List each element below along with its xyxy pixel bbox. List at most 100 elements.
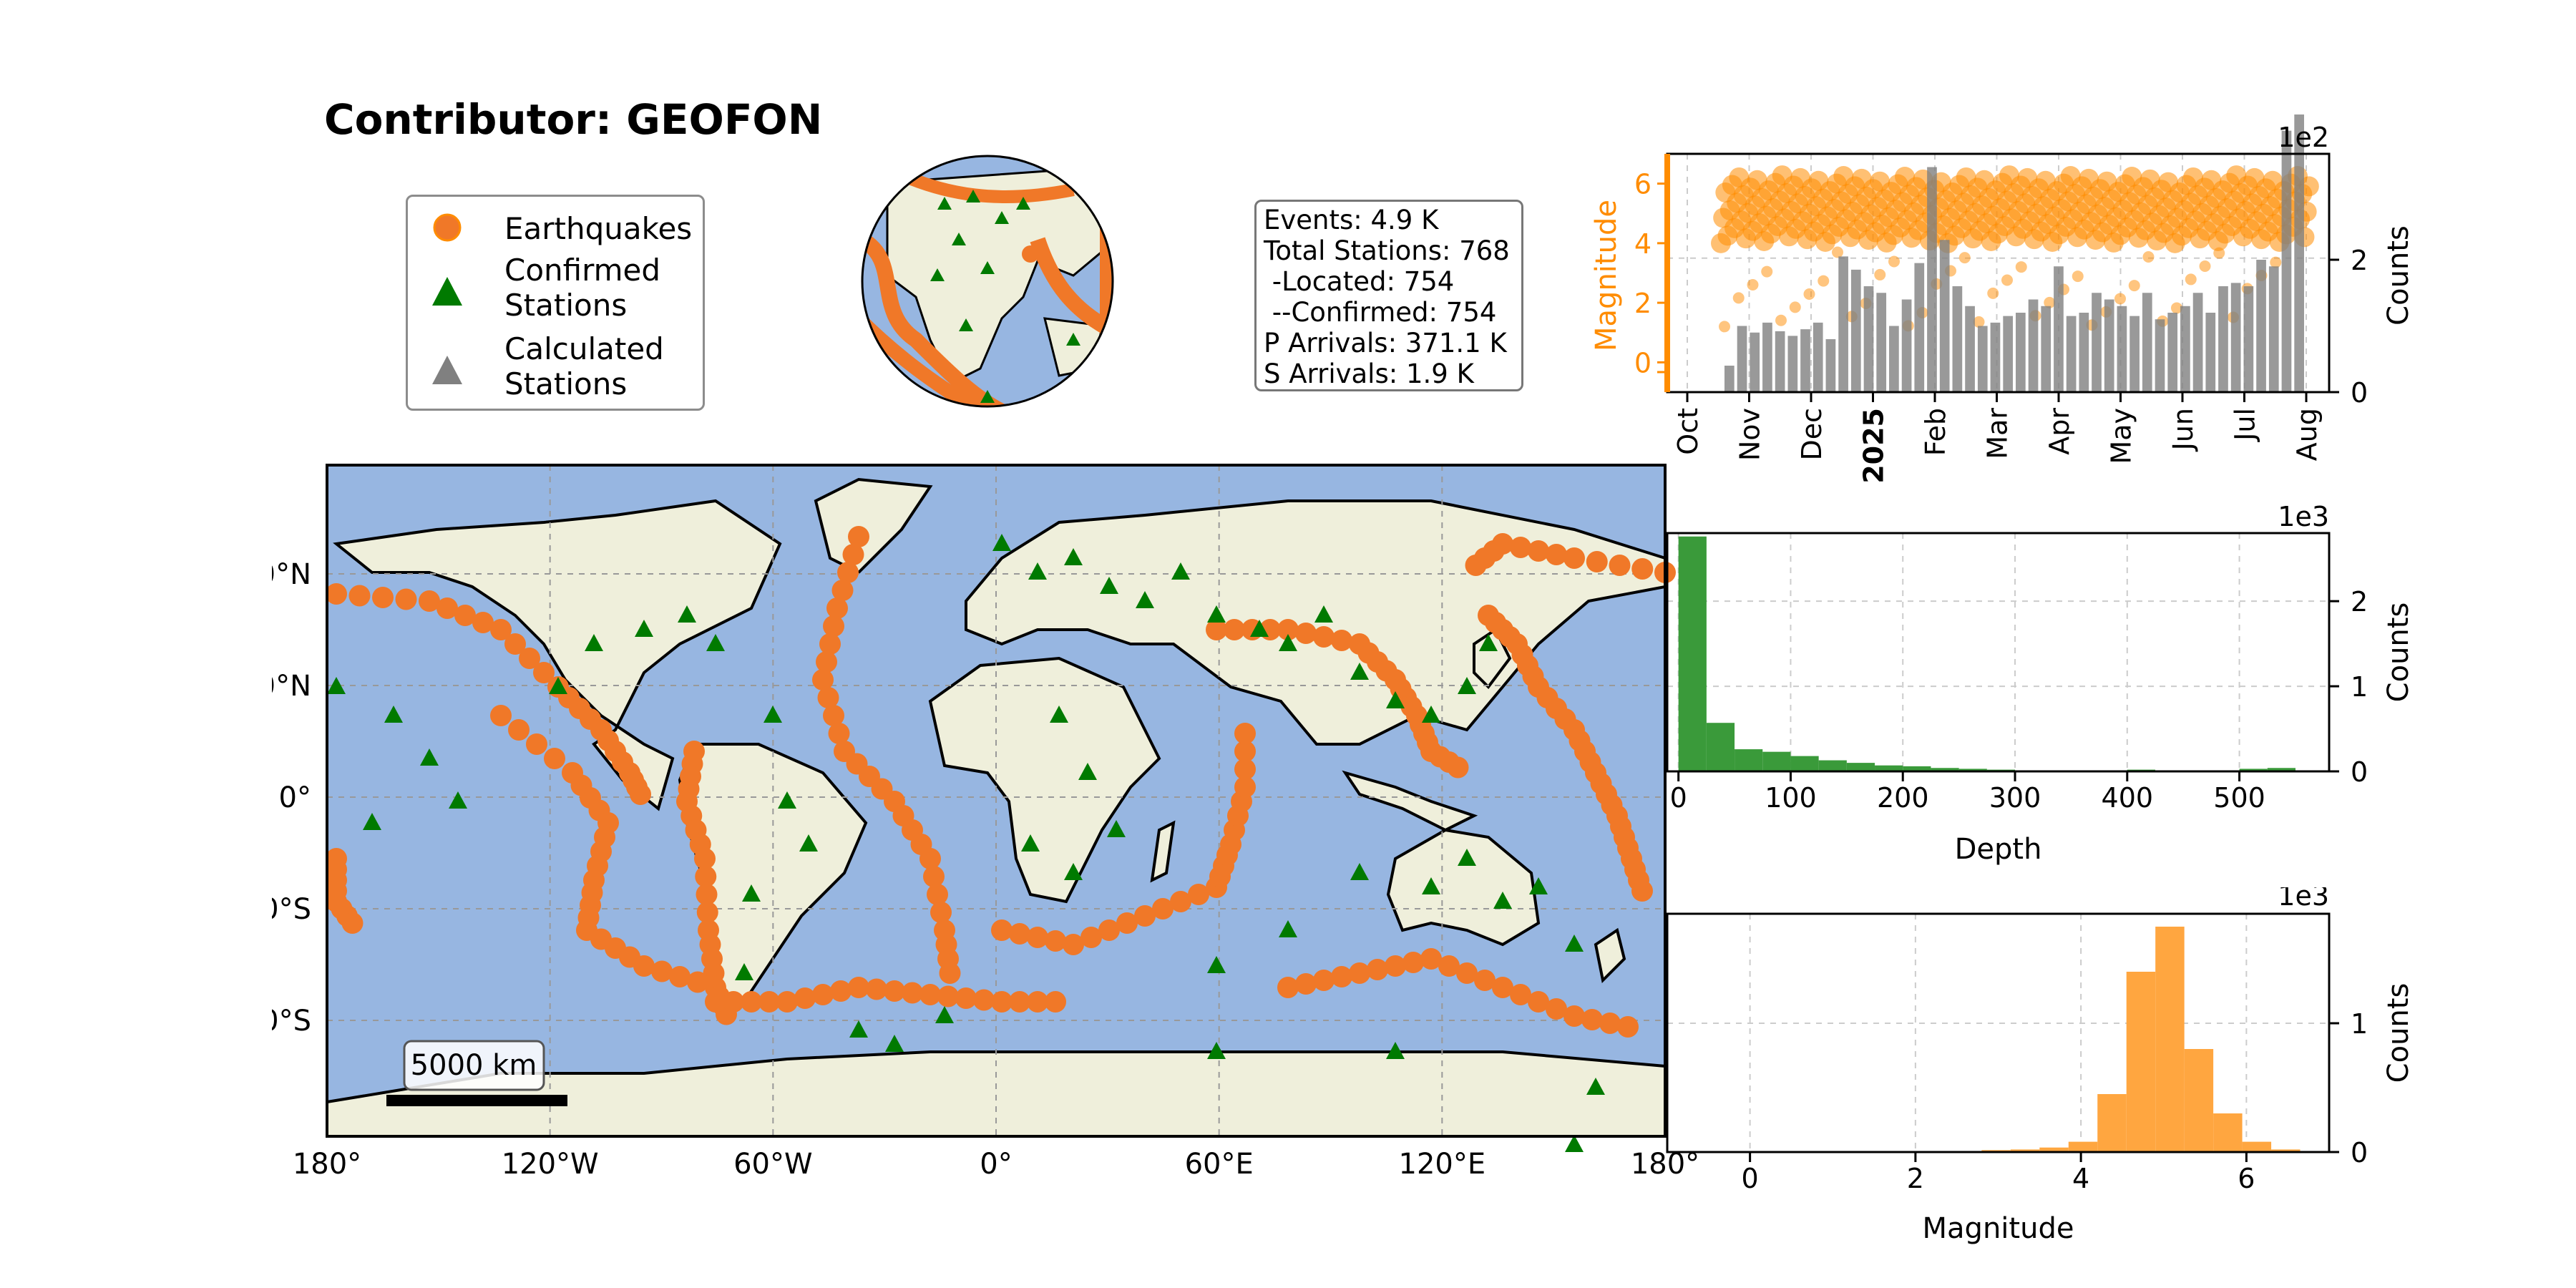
station-marker xyxy=(384,706,403,723)
earthquake-marker xyxy=(1116,912,1138,934)
magnitude-point xyxy=(1874,268,1886,280)
count-bar xyxy=(2054,266,2064,392)
earthquake-marker xyxy=(758,991,780,1013)
station-marker xyxy=(1529,877,1548,894)
hist-xtick-label: 100 xyxy=(1765,782,1817,814)
magnitude-point xyxy=(2072,270,2084,283)
count-bar xyxy=(1939,240,1950,392)
stat-p-arrivals: P Arrivals: 371.1 K xyxy=(1264,328,1507,358)
station-marker xyxy=(1279,920,1297,937)
ts-xtick-label: Feb xyxy=(1920,408,1951,456)
hist-bar xyxy=(1818,760,1847,771)
earthquake-marker xyxy=(848,977,869,998)
magnitude-point xyxy=(1747,278,1759,291)
count-bar xyxy=(2142,293,2152,392)
earthquake-marker xyxy=(823,615,844,637)
earthquake-marker xyxy=(633,955,655,977)
land-australia xyxy=(1386,828,1541,947)
map-legend: Earthquakes Confirmed Stations Calculate… xyxy=(406,195,705,411)
station-marker xyxy=(1350,863,1369,880)
station-marker xyxy=(799,834,818,852)
legend-label: Calculated Stations xyxy=(504,331,664,401)
earthquake-marker xyxy=(1045,991,1066,1013)
earthquake-marker xyxy=(490,619,512,640)
station-marker xyxy=(1064,863,1083,880)
hist-bar xyxy=(2213,1113,2243,1152)
stat-total-stations: Total Stations: 768 xyxy=(1264,235,1510,266)
earthquake-marker xyxy=(828,723,850,744)
hist-bar xyxy=(1790,756,1819,771)
magnitude-point xyxy=(1818,275,1830,287)
earthquake-marker xyxy=(842,544,864,565)
earthquake-marker xyxy=(1367,959,1388,980)
hist-ytick-label: 0 xyxy=(2351,756,2368,788)
land-madagascar xyxy=(1150,820,1176,883)
hist-bar xyxy=(2271,1149,2301,1152)
earthquake-marker xyxy=(1465,555,1487,576)
hist-multiplier: 1e3 xyxy=(2278,501,2329,532)
hist-xtick-label: 4 xyxy=(2072,1163,2089,1194)
count-bar xyxy=(2243,286,2254,392)
station-marker xyxy=(1207,605,1226,623)
ts-right-tick-label: 0 xyxy=(2351,377,2368,409)
earthquake-marker xyxy=(1631,558,1654,580)
earthquake-marker xyxy=(1474,970,1496,991)
earthquake-marker xyxy=(939,962,961,984)
earthquake-marker xyxy=(902,982,923,1004)
station-marker xyxy=(1021,834,1040,852)
station-marker xyxy=(1100,577,1118,594)
count-bar xyxy=(2117,306,2127,392)
earthquake-marker xyxy=(1027,991,1048,1013)
station-marker xyxy=(1493,892,1512,909)
station-marker xyxy=(1350,663,1369,680)
station-marker xyxy=(1458,677,1476,694)
depth-histogram: 0 100 200 300 400 500 0 1 2 Depth Counts 1e3 xyxy=(1666,501,2415,866)
count-bar xyxy=(2192,293,2203,392)
hist-multiplier: 1e3 xyxy=(2278,887,2329,912)
gray-triangle-icon xyxy=(432,356,462,384)
count-bar xyxy=(1813,322,1823,392)
earthquake-marker xyxy=(826,597,848,619)
earthquake-marker xyxy=(1234,741,1256,762)
hist-ytick-label: 1 xyxy=(2351,1008,2368,1040)
earthquake-marker xyxy=(823,705,844,726)
earthquake-marker xyxy=(1528,540,1549,562)
earthquake-marker xyxy=(776,991,798,1013)
station-marker xyxy=(1028,562,1047,580)
earthquake-marker xyxy=(1447,756,1469,779)
magnitude-point xyxy=(1775,314,1787,326)
station-marker xyxy=(742,884,761,902)
count-bar xyxy=(2294,114,2304,392)
count-bar xyxy=(2167,313,2178,392)
station-marker xyxy=(885,1035,904,1052)
earthquake-marker xyxy=(816,651,837,673)
earthquake-marker xyxy=(1152,898,1174,919)
earthquake-marker xyxy=(1277,977,1299,998)
count-bar xyxy=(1762,322,1772,392)
earthquake-marker xyxy=(1510,537,1531,558)
magnitude-point xyxy=(2213,247,2225,259)
earthquake-marker xyxy=(705,991,726,1013)
earthquake-marker xyxy=(1224,619,1245,640)
green-triangle-icon xyxy=(432,277,462,306)
map-lon-tick: 180° xyxy=(1631,1148,1699,1181)
hist-xlabel: Depth xyxy=(1955,833,2042,866)
earthquake-marker xyxy=(817,687,839,708)
count-bar xyxy=(1863,286,1874,392)
earthquake-marker xyxy=(848,526,869,547)
earthquake-marker xyxy=(819,633,841,655)
magnitude-histogram: 0 2 4 6 0 1 Magnitude Counts 1e3 xyxy=(1666,887,2415,1245)
ts-ytick-label: 4 xyxy=(1634,228,1652,260)
earthquake-marker xyxy=(1581,1009,1603,1030)
station-marker xyxy=(1422,877,1440,894)
map-lon-tick: 180° xyxy=(293,1148,361,1181)
earthquake-marker xyxy=(812,669,834,691)
station-marker xyxy=(1586,1078,1605,1095)
ts-xtick-label: Dec xyxy=(1796,408,1828,461)
earthquake-marker xyxy=(1234,776,1256,798)
magnitude-point xyxy=(2044,296,2056,308)
hist-ylabel: Counts xyxy=(2382,983,2415,1083)
earthquake-marker xyxy=(1546,998,1567,1020)
station-marker xyxy=(1207,1042,1226,1059)
earthquake-marker xyxy=(696,902,718,923)
